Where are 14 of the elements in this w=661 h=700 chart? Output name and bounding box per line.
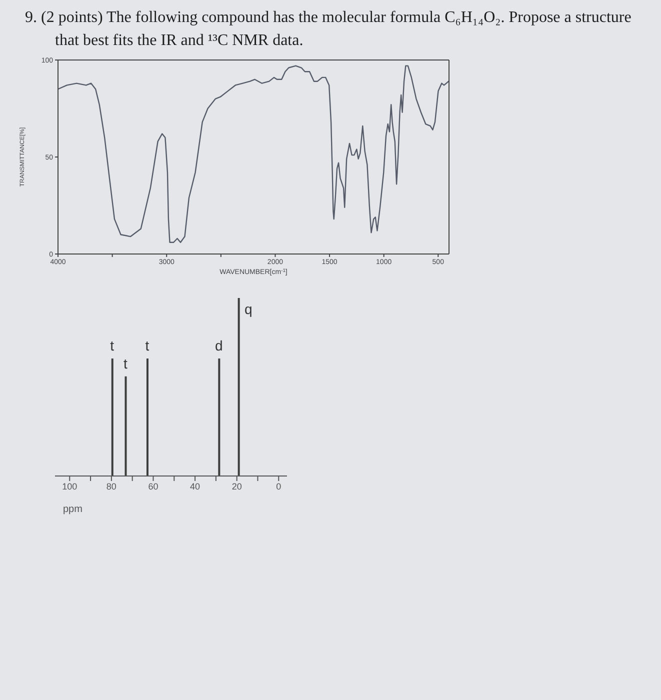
x-tick-label: 80 — [106, 481, 116, 492]
x-tick-label: 20 — [232, 481, 242, 492]
annotation: t — [123, 355, 128, 372]
annotation: q — [244, 301, 252, 317]
chart-title: 9. (2 points) The following compound has the molecular formula C₆H₁₄O₂. Propose a structure that best fits the IR and ¹³C NMR data. — [25, 8, 632, 51]
x-tick-label: 40 — [190, 481, 200, 492]
annotation: d — [214, 338, 223, 354]
annotation: t — [145, 338, 150, 354]
x-tick-label: 60 — [148, 481, 158, 492]
x-axis-title: ppm — [63, 504, 82, 515]
line-series — [58, 65, 449, 243]
x-tick-label: 0 — [276, 481, 282, 492]
x-tick-label: 100 — [62, 481, 78, 492]
annotation: t — [110, 338, 114, 354]
